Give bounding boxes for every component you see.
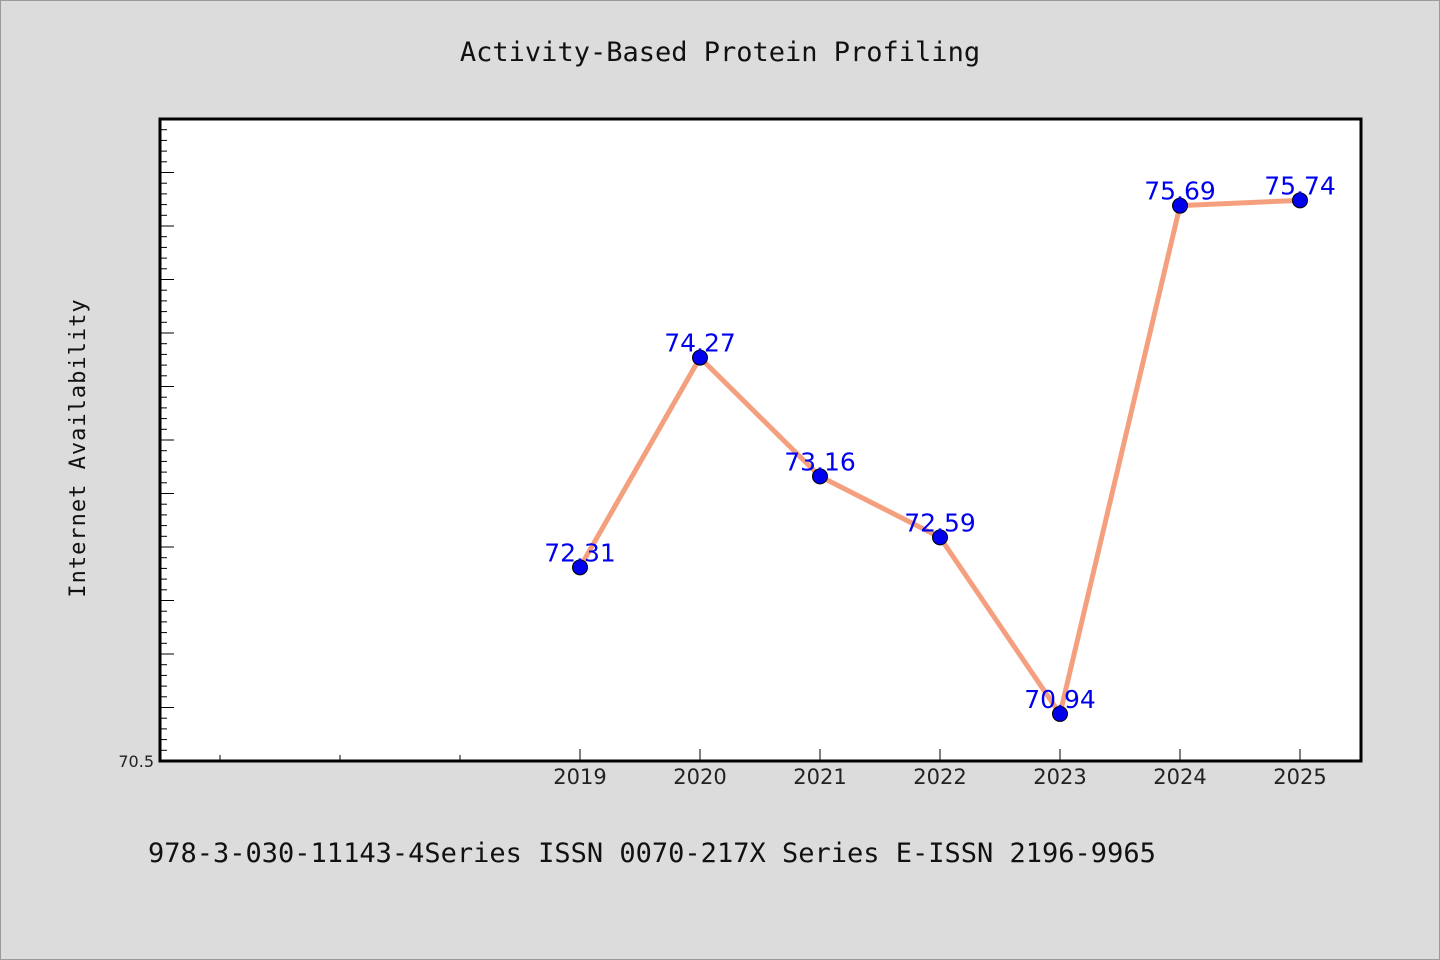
footer-isbn-issn: 978-3-030-11143-4Series ISSN 0070-217X S…	[148, 838, 1156, 869]
x-tick-label: 2025	[1273, 765, 1326, 789]
x-axis-ticks: 2019 2020 2021 2022 2023 2024 2025	[219, 749, 1327, 789]
data-label: 72.31	[544, 538, 616, 567]
x-tick-label: 2021	[793, 765, 846, 789]
data-label: 75.69	[1144, 177, 1216, 206]
chart-title: Activity-Based Protein Profiling	[460, 37, 980, 68]
x-tick-label: 2024	[1153, 765, 1206, 789]
y-axis-ticks: 70.5	[118, 118, 174, 771]
plot-area	[158, 117, 1363, 763]
data-point-marker	[1052, 705, 1068, 722]
data-point-marker	[572, 559, 588, 576]
data-point-marker	[1292, 192, 1308, 209]
x-tick-label: 2022	[913, 765, 966, 789]
y-tick-label: 70.5	[118, 752, 154, 771]
data-label: 73.16	[784, 447, 856, 476]
x-tick-label: 2019	[553, 765, 606, 789]
data-label: 75.74	[1264, 171, 1336, 200]
data-point-marker	[692, 349, 708, 366]
data-point-marker	[1172, 197, 1188, 214]
x-tick-label: 2020	[673, 765, 726, 789]
data-point-marker	[932, 529, 948, 546]
series-layer: 72.31 74.27 73.16 72.59 70.94 75.69 75.74	[544, 171, 1336, 722]
x-tick-label: 2023	[1033, 765, 1086, 789]
y-axis-label: Internet Availability	[66, 298, 91, 597]
data-label: 74.27	[664, 329, 736, 358]
data-point-marker	[812, 468, 828, 485]
data-label: 72.59	[904, 508, 976, 537]
data-label: 70.94	[1024, 685, 1096, 714]
